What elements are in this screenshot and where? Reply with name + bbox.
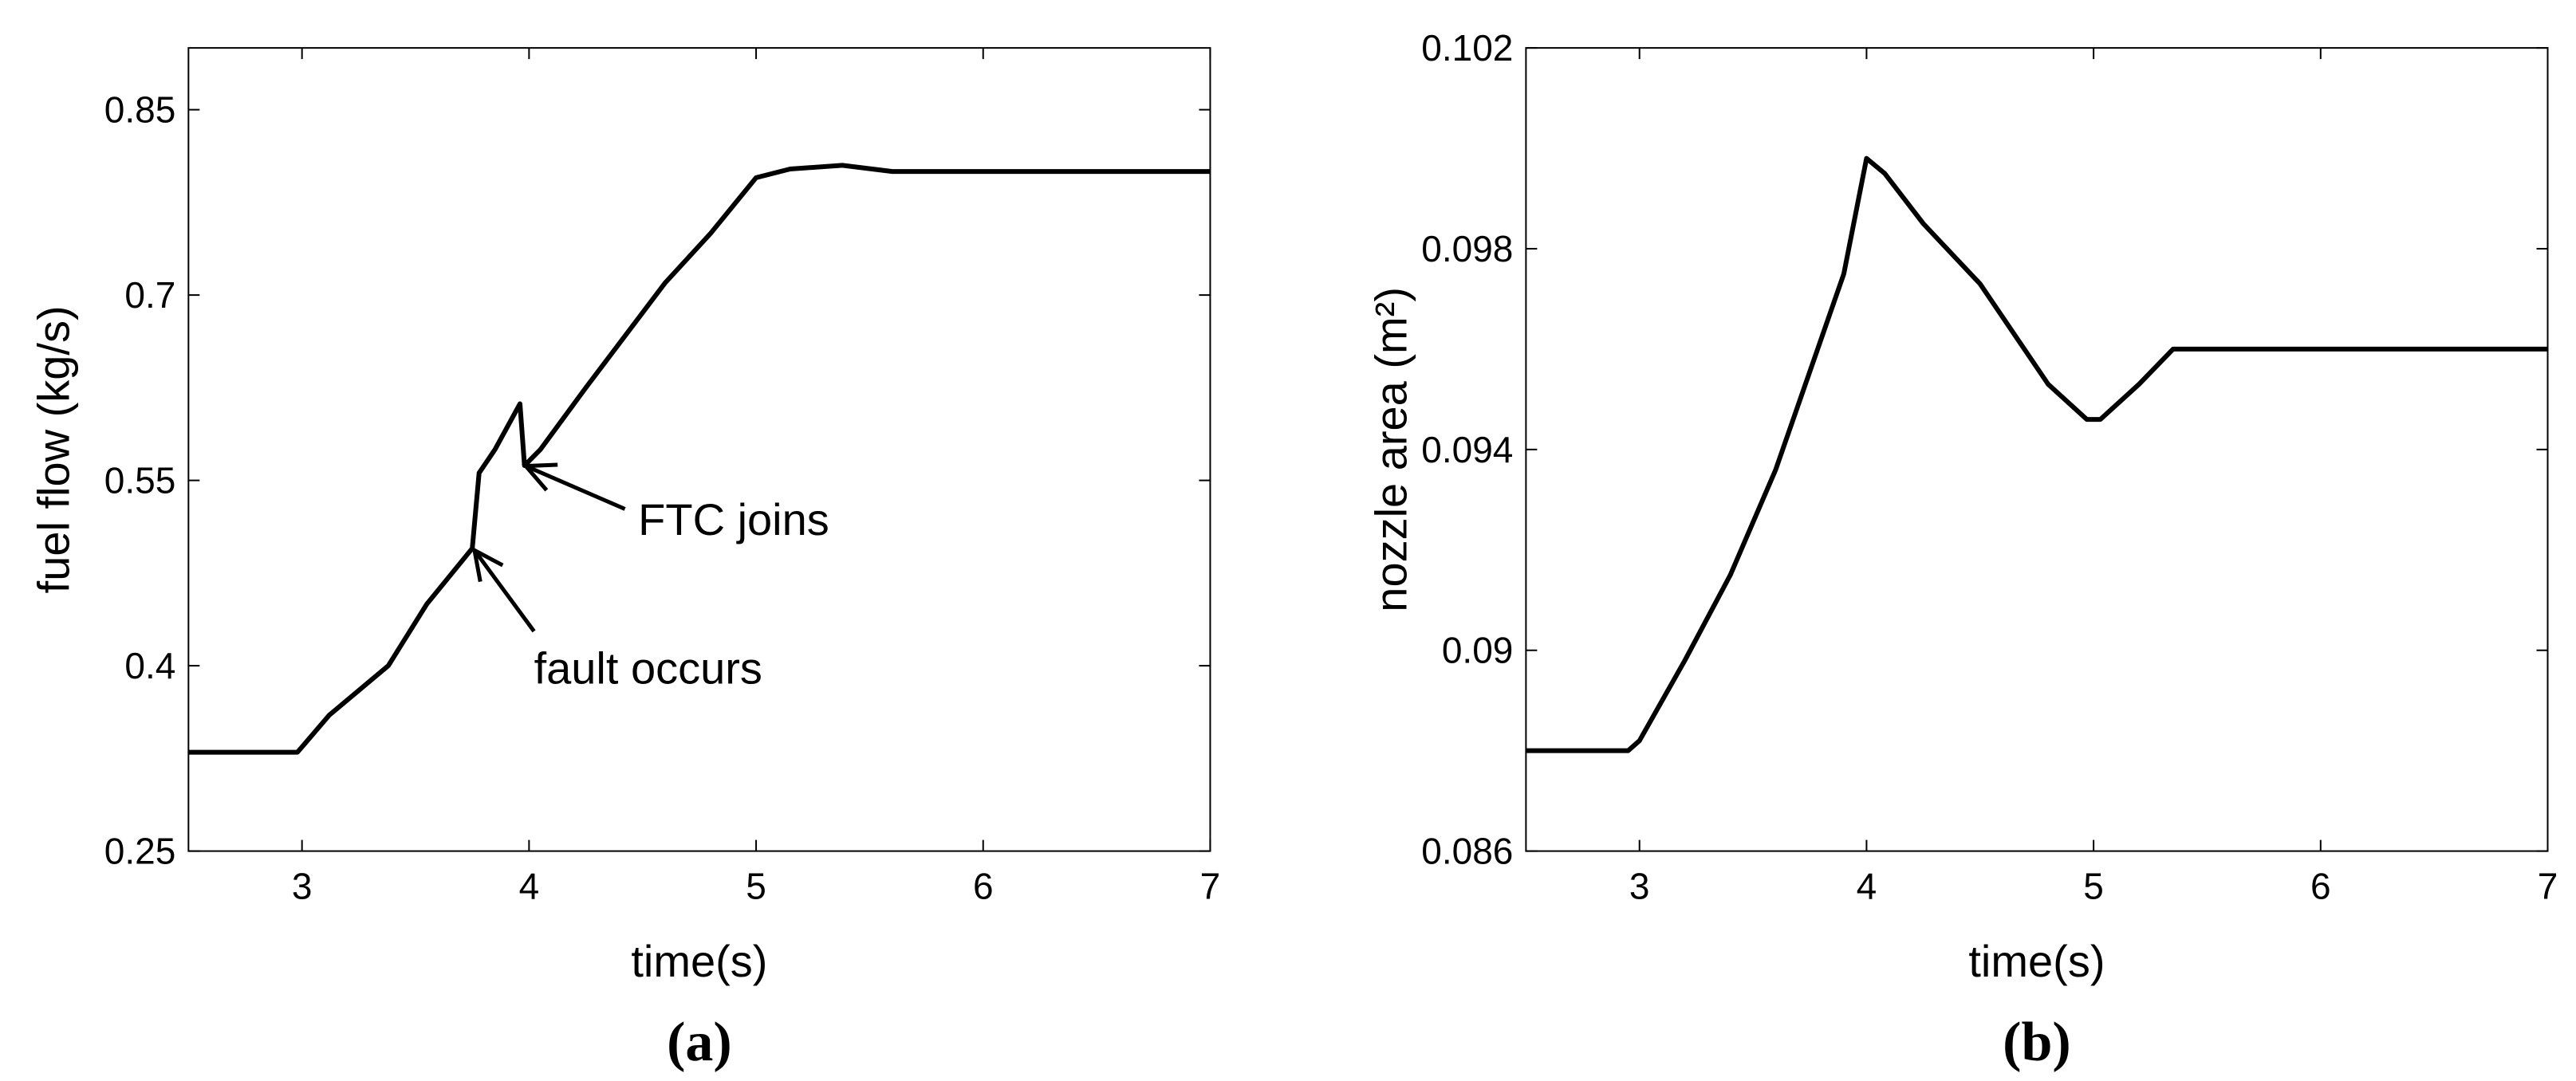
y-tick-label: 0.098 <box>1421 228 1513 269</box>
x-tick-label: 4 <box>1857 866 1877 907</box>
y-tick-label: 0.094 <box>1421 429 1513 470</box>
arrow-head <box>471 546 504 583</box>
y-tick-label: 0.09 <box>1442 630 1514 671</box>
y-axis-label: fuel flow (kg/s) <box>28 305 78 593</box>
x-tick-label: 7 <box>2538 866 2558 907</box>
y-tick-label: 0.7 <box>124 274 175 316</box>
y-tick-label: 0.4 <box>124 645 175 686</box>
x-tick-label: 4 <box>519 866 540 907</box>
x-tick-label: 3 <box>1629 866 1650 907</box>
x-tick-label: 3 <box>292 866 313 907</box>
x-tick-label: 5 <box>2083 866 2104 907</box>
annotation-arrow <box>525 464 626 511</box>
subfigure-label: (a) <box>667 1012 732 1073</box>
plot-frame <box>187 47 1211 852</box>
x-axis-label: time(s) <box>1968 936 2105 986</box>
data-line <box>1526 155 2548 753</box>
annotation: FTC joins <box>638 494 829 544</box>
y-axis-label: nozzle area (m²) <box>1365 287 1416 612</box>
y-tick-label: 0.85 <box>104 89 176 131</box>
x-tick-label: 6 <box>973 866 994 907</box>
annotation: fault occurs <box>534 643 762 694</box>
y-tick-label: 0.55 <box>104 460 176 501</box>
x-tick-label: 5 <box>746 866 766 907</box>
subfigure-label: (b) <box>2003 1012 2071 1073</box>
arrow-head <box>521 462 558 492</box>
x-axis-label: time(s) <box>631 936 767 986</box>
y-tick-label: 0.25 <box>104 831 176 872</box>
plot-frame <box>1525 47 2549 852</box>
annotation-arrow <box>472 548 536 633</box>
x-tick-label: 7 <box>1200 866 1221 907</box>
x-tick-label: 6 <box>2310 866 2331 907</box>
y-tick-label: 0.086 <box>1421 831 1513 872</box>
y-tick-label: 0.102 <box>1421 27 1513 69</box>
